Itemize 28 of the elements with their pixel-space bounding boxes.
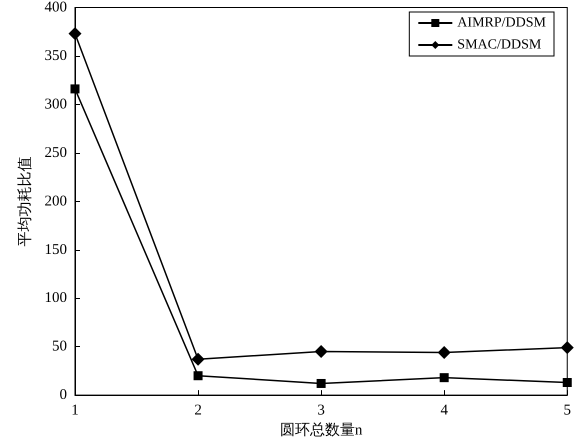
point <box>314 344 328 358</box>
point <box>194 371 203 380</box>
y-tick-label: 100 <box>44 290 67 306</box>
x-tick-label: 3 <box>317 402 325 419</box>
y-tick-label: 400 <box>44 0 67 16</box>
y-axis-title: 平均功耗比值 <box>16 156 34 246</box>
point <box>562 378 572 388</box>
y-tick-label: 150 <box>44 242 67 258</box>
point <box>316 378 326 388</box>
point <box>438 346 451 359</box>
y-tick-label: 200 <box>44 193 67 210</box>
legend-label: AIMRP/DDSM <box>457 16 547 30</box>
x-tick-label: 5 <box>564 402 571 419</box>
y-tick-label: 0 <box>60 387 67 404</box>
point <box>560 341 574 354</box>
x-tick-label: 2 <box>194 402 202 419</box>
legend-label: SMAC/DDSM <box>457 38 542 52</box>
y-tick-label: 250 <box>44 144 67 161</box>
y-tick-label: 300 <box>44 96 67 112</box>
y-tick-label: 50 <box>52 338 67 355</box>
x-tick-label: 1 <box>71 402 79 419</box>
point <box>68 27 82 40</box>
x-tick-label: 4 <box>440 402 448 419</box>
point <box>70 84 80 94</box>
point <box>192 352 205 366</box>
x-axis-title: 圆环总数量n <box>280 422 363 438</box>
y-tick-label: 350 <box>44 48 67 64</box>
point <box>440 373 449 382</box>
